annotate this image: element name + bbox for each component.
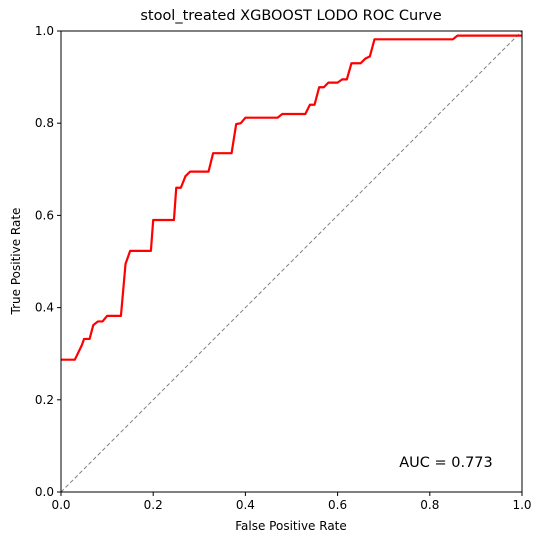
x-tick-label: 0.8 bbox=[420, 498, 439, 512]
y-axis-ticks: 0.0 0.2 0.4 0.6 0.8 1.0 bbox=[35, 24, 61, 499]
y-tick-label: 0.2 bbox=[35, 393, 54, 407]
y-tick-label: 1.0 bbox=[35, 24, 54, 38]
y-axis-label: True Positive Rate bbox=[9, 208, 23, 316]
y-tick-label: 0.4 bbox=[35, 301, 54, 315]
x-tick-label: 1.0 bbox=[512, 498, 531, 512]
x-tick-label: 0.6 bbox=[328, 498, 347, 512]
x-axis-ticks: 0.0 0.2 0.4 0.6 0.8 1.0 bbox=[51, 492, 532, 512]
axes-frame bbox=[60, 30, 523, 493]
x-tick-label: 0.0 bbox=[51, 498, 70, 512]
chart-title: stool_treated XGBOOST LODO ROC Curve bbox=[140, 8, 441, 24]
y-tick-label: 0.0 bbox=[35, 485, 54, 499]
plot-area: 0.0 0.2 0.4 0.6 0.8 1.0 0.0 0.2 0.4 0.6 0.8 1.0 AU… bbox=[35, 24, 532, 512]
x-tick-label: 0.4 bbox=[236, 498, 255, 512]
x-tick-label: 0.2 bbox=[144, 498, 163, 512]
y-tick-label: 0.6 bbox=[35, 208, 54, 222]
y-tick-label: 0.8 bbox=[35, 116, 54, 130]
chance-diagonal-line bbox=[60, 30, 523, 493]
auc-annotation: AUC = 0.773 bbox=[399, 455, 493, 471]
x-axis-label: False Positive Rate bbox=[235, 519, 347, 533]
roc-curve-line bbox=[61, 34, 522, 361]
